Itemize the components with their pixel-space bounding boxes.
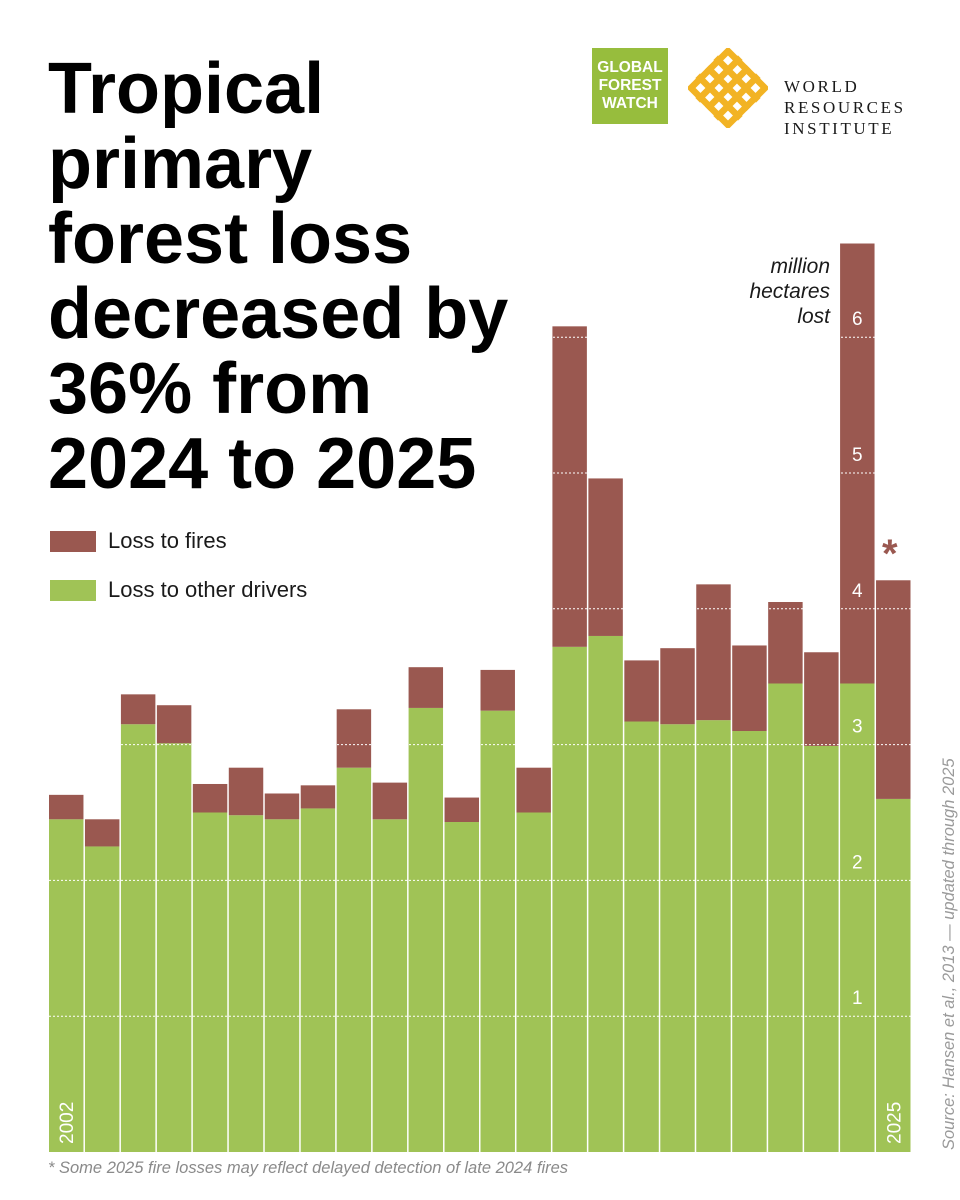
bar-other-drivers-2002 [49,819,84,1152]
title-line: primary [48,124,313,204]
bar-fires-2013 [444,797,479,822]
bar-other-drivers-2007 [228,815,264,1152]
legend-swatch-other-drivers [50,579,96,601]
bar-fires-2011 [372,782,408,820]
y-tick-label: 6 [852,309,863,330]
bar-fires-2003 [84,819,120,847]
bar-fires-2018 [624,660,659,722]
bar-fires-2014 [480,669,515,711]
unit-label-line: hectares [749,280,830,303]
bar-fires-2025 [876,580,911,799]
x-tick-label-2025: 2025 [884,1102,905,1144]
bar-other-drivers-2014 [480,710,515,1152]
bar-other-drivers-2005 [156,743,192,1152]
bar-other-drivers-2013 [444,822,479,1152]
bar-other-drivers-2024 [840,683,875,1152]
bar-fires-2022 [768,602,803,684]
bar-other-drivers-2011 [372,819,408,1152]
bar-fires-2024 [840,243,875,684]
bar-fires-2009 [300,785,336,809]
bar-other-drivers-2003 [84,846,120,1152]
bar-other-drivers-2019 [660,724,695,1152]
bar-fires-2006 [192,783,228,813]
bar-fires-2007 [228,767,264,816]
gfw-logo-line: WATCH [602,95,658,112]
bar-fires-2023 [804,652,839,746]
bar-other-drivers-2021 [732,731,767,1152]
bar-other-drivers-2018 [624,721,659,1152]
gfw-logo-line: GLOBAL [597,59,663,76]
bar-fires-2016 [552,326,587,647]
bar-other-drivers-2020 [696,720,731,1152]
wri-logo-line: WORLD [784,77,860,96]
title-line: Tropical [48,49,325,129]
legend-label: Loss to fires [108,528,227,553]
global-forest-watch-logo: GLOBAL FOREST WATCH [592,48,668,124]
bar-other-drivers-2022 [768,683,803,1152]
footnote: * Some 2025 fire losses may reflect dela… [48,1159,569,1177]
bar-other-drivers-2012 [408,707,444,1152]
bar-other-drivers-2009 [300,808,336,1152]
y-tick-label: 4 [852,581,863,602]
title-line: 36% from [48,349,373,429]
wri-logo-line: INSTITUTE [784,119,895,138]
asterisk-annotation: * [882,532,898,576]
bar-fires-2002 [49,794,84,820]
y-tick-label: 5 [852,445,863,466]
x-tick-label-2002: 2002 [57,1102,78,1144]
bars-layer [49,243,911,1152]
bar-fires-2005 [156,705,192,744]
y-tick-labels-layer: 1 2 3 4 5 6 [852,309,863,1009]
unit-label-line: million [770,255,830,278]
bar-fires-2015 [516,767,551,813]
y-tick-label: 2 [852,852,863,873]
bar-other-drivers-2016 [552,646,587,1152]
bar-other-drivers-2015 [516,812,551,1152]
title-line: decreased by [48,274,509,354]
world-resources-institute-logo-text: WORLD RESOURCES INSTITUTE [784,76,906,139]
bar-fires-2008 [264,793,300,820]
bar-other-drivers-2010 [336,767,372,1152]
legend-label: Loss to other drivers [108,577,308,602]
unit-label-line: lost [797,305,830,328]
wri-logo-mark-icon [688,48,768,128]
bar-other-drivers-2025 [876,798,911,1152]
bar-other-drivers-2008 [264,819,300,1152]
bar-other-drivers-2006 [192,812,228,1152]
legend-item-fires: Loss to fires [50,525,307,557]
title-line: forest loss [48,199,413,279]
y-tick-label: 3 [852,717,863,738]
bar-fires-2021 [732,645,767,732]
title-line: 2024 to 2025 [48,424,477,504]
legend-swatch-fires [50,530,96,552]
bar-fires-2017 [588,478,623,636]
y-axis-unit-label: million hectares lost [749,254,830,329]
wri-logo-line: RESOURCES [784,98,906,117]
chart-legend: Loss to fires Loss to other drivers [50,525,307,623]
source-note: Source: Hansen et al., 2013 — updated th… [940,758,958,1150]
bar-other-drivers-2023 [804,745,839,1152]
bar-fires-2012 [408,667,444,708]
bar-fires-2020 [696,584,731,721]
x-tick-labels-layer: 2002 2025 [57,1102,905,1144]
bar-fires-2010 [336,709,372,768]
y-tick-label: 1 [852,988,863,1009]
bar-other-drivers-2004 [120,724,156,1152]
legend-item-other-drivers: Loss to other drivers [50,574,307,606]
chart-title: Tropical primary forest loss decreased b… [48,52,568,502]
bar-fires-2004 [120,694,156,725]
bar-fires-2019 [660,648,695,725]
bar-other-drivers-2017 [588,635,623,1152]
gfw-logo-line: FOREST [598,77,662,94]
